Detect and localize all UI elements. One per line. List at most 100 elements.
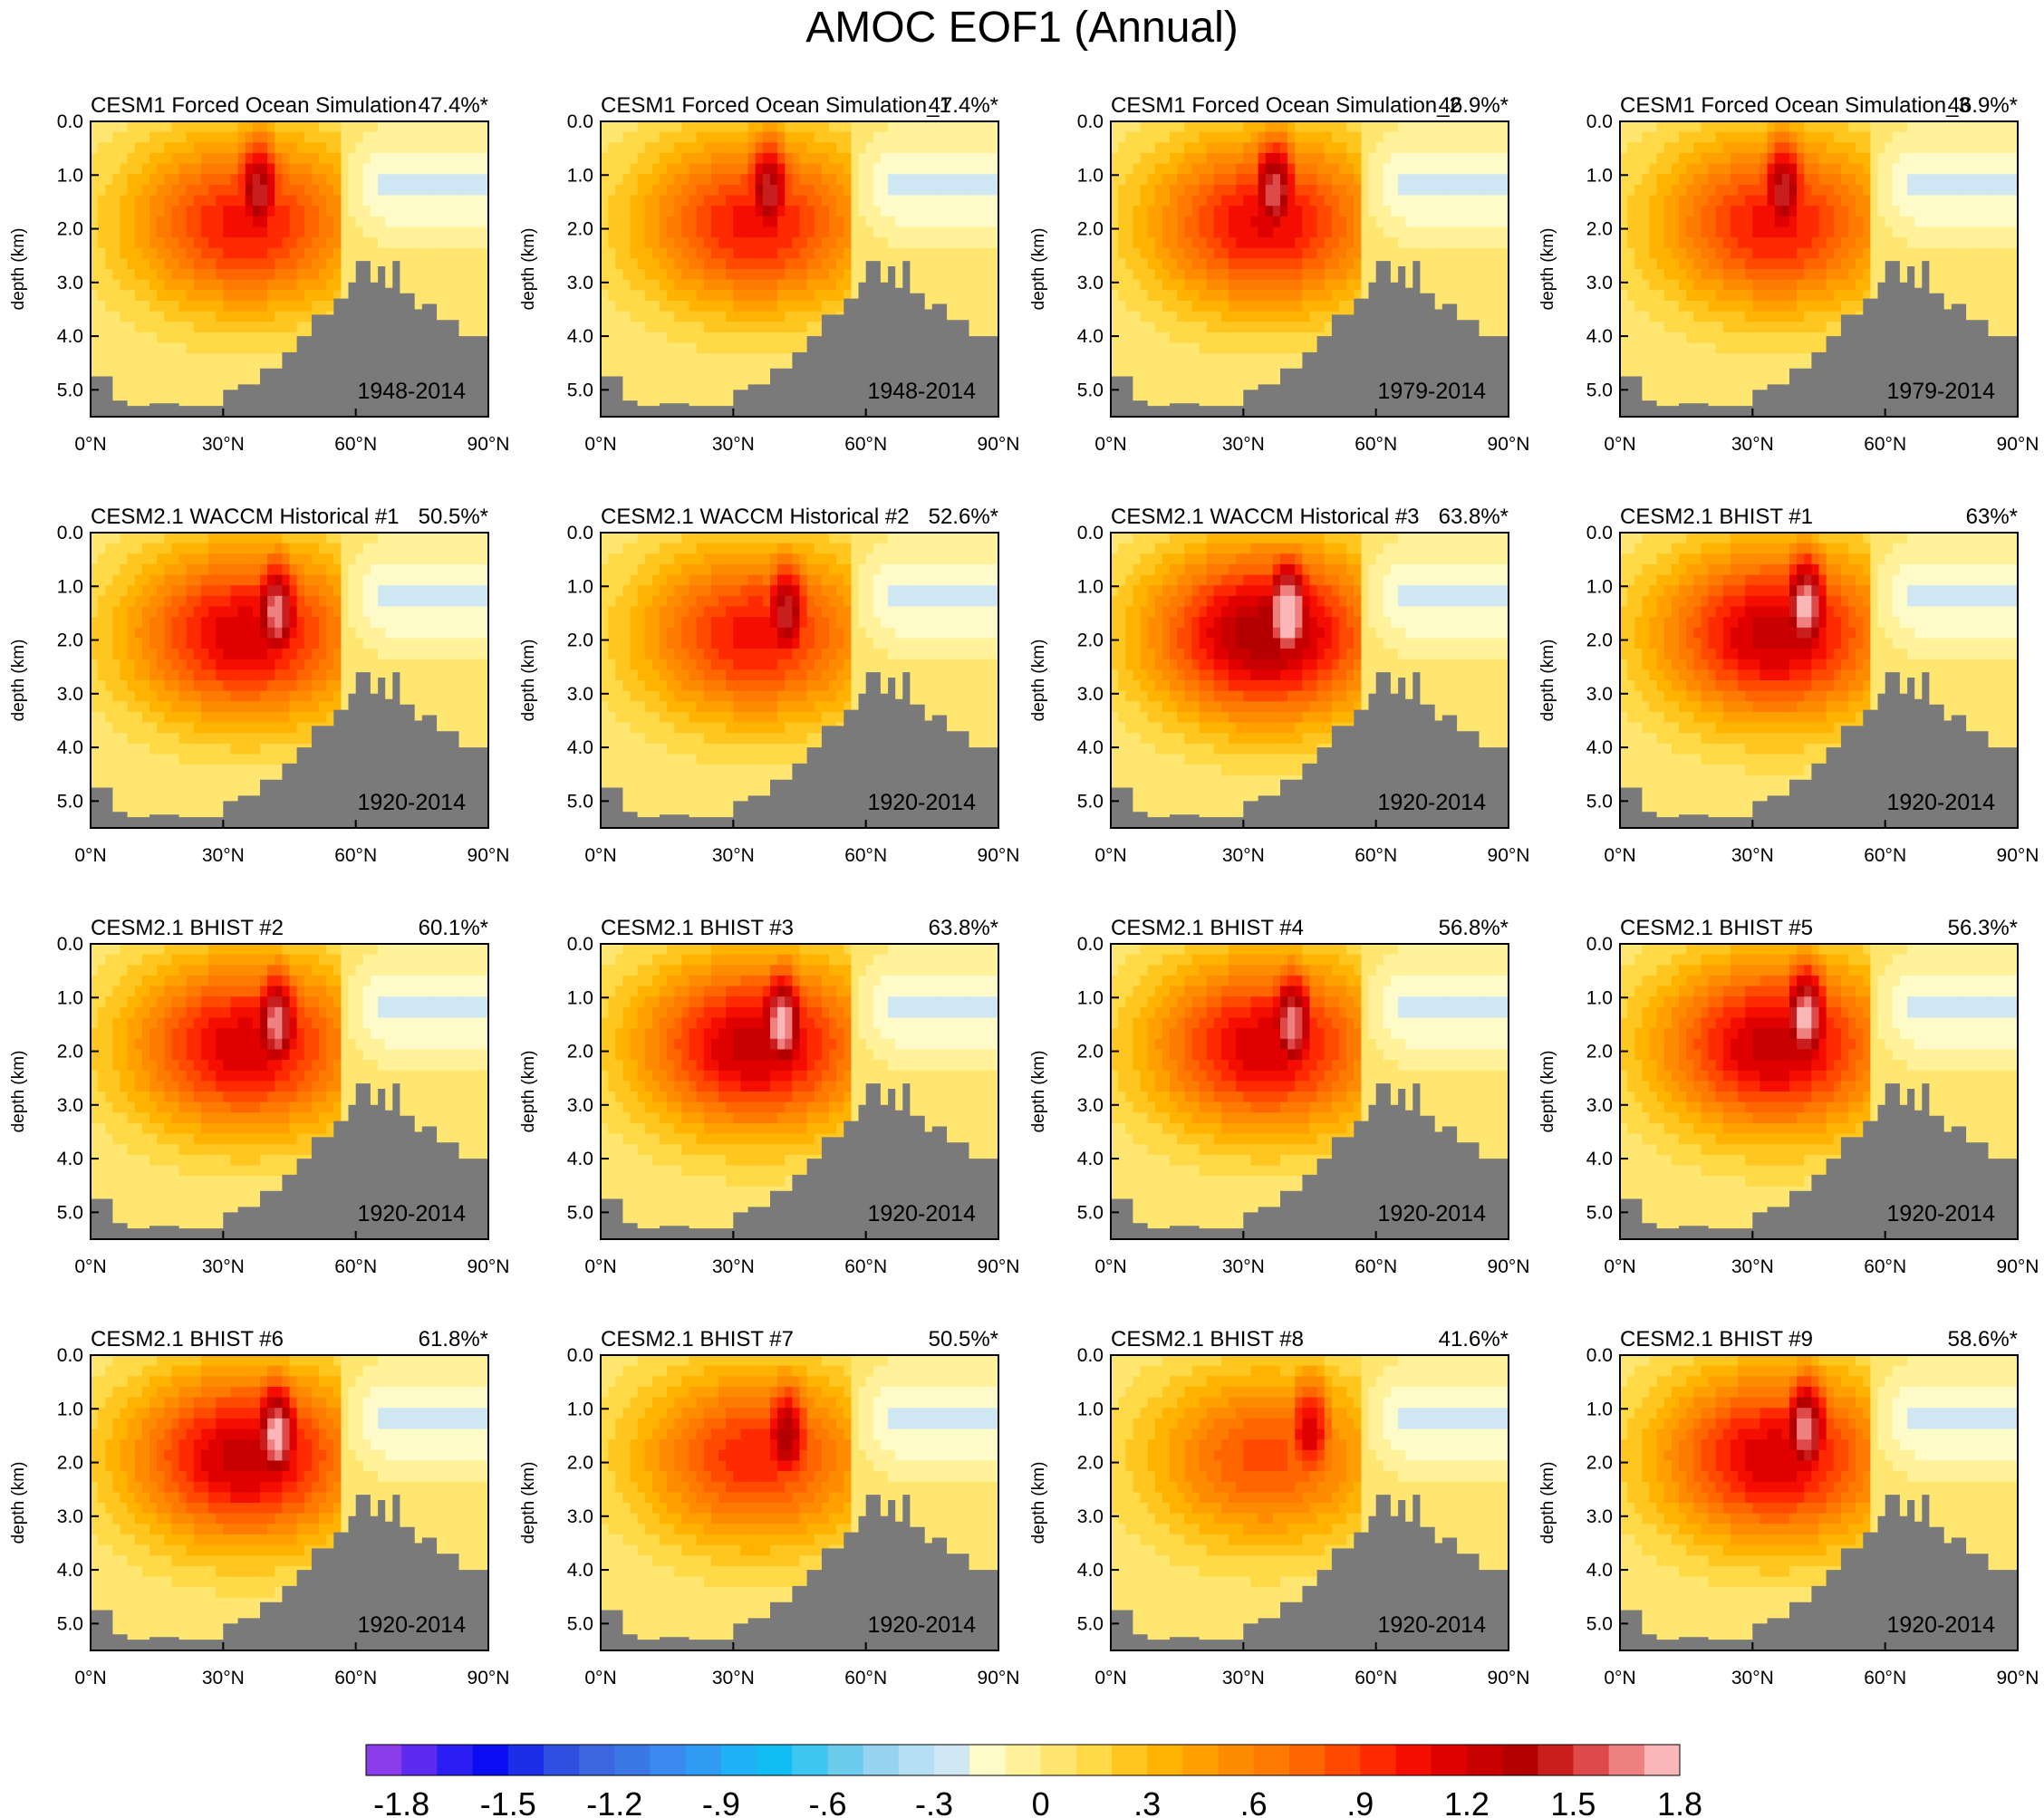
- field-cell: [1738, 174, 1746, 186]
- field-cell: [990, 142, 998, 154]
- field-cell: [98, 152, 106, 165]
- field-cell: [1302, 121, 1311, 133]
- field-cell: [473, 300, 482, 313]
- field-cell: [1848, 142, 1856, 154]
- field-cell: [888, 258, 896, 270]
- field-cell: [844, 195, 853, 207]
- field-cell: [407, 237, 416, 249]
- field-cell: [164, 184, 173, 197]
- field-cell: [105, 121, 113, 133]
- field-cell: [931, 237, 940, 249]
- field-cell: [873, 131, 882, 143]
- field-cell: [1331, 142, 1340, 154]
- field-cell: [1449, 152, 1458, 165]
- field-cell: [98, 353, 106, 365]
- field-cell: [1250, 206, 1259, 217]
- field-cell: [601, 195, 609, 207]
- field-cell: [348, 131, 357, 143]
- field-cell: [924, 237, 933, 249]
- field-cell: [747, 237, 757, 249]
- field-cell: [902, 163, 911, 175]
- field-cell: [674, 269, 683, 281]
- field-cell: [275, 353, 283, 365]
- field-cell: [681, 195, 690, 207]
- field-cell: [630, 332, 639, 344]
- field-cell: [1184, 237, 1193, 249]
- field-cell: [421, 121, 430, 133]
- field-cell: [1427, 163, 1436, 175]
- field-cell: [1346, 131, 1355, 143]
- field-cell: [1125, 184, 1133, 197]
- field-cell: [1243, 163, 1252, 175]
- field-cell: [1316, 311, 1326, 322]
- field-cell: [1154, 374, 1163, 386]
- field-cell: [458, 258, 468, 270]
- field-cell: [245, 174, 254, 186]
- field-cell: [1634, 184, 1643, 197]
- field-cell: [1287, 258, 1296, 270]
- field-cell: [777, 216, 786, 228]
- field-cell: [1966, 121, 1974, 133]
- field-cell: [660, 353, 668, 365]
- field-cell: [1405, 216, 1413, 228]
- field-cell: [880, 163, 889, 175]
- field-cell: [954, 195, 962, 207]
- field-cell: [112, 322, 121, 333]
- field-cell: [171, 216, 180, 228]
- field-cell: [990, 258, 998, 270]
- field-cell: [1479, 258, 1488, 270]
- field-cell: [1287, 322, 1296, 333]
- field-cell: [888, 226, 896, 238]
- field-cell: [105, 353, 113, 365]
- field-cell: [1818, 152, 1827, 165]
- field-cell: [1111, 311, 1119, 322]
- field-cell: [1856, 174, 1864, 186]
- field-cell: [157, 374, 165, 386]
- field-cell: [1324, 184, 1333, 197]
- field-cell: [237, 363, 246, 376]
- field-cell: [939, 131, 948, 143]
- field-cell: [149, 142, 158, 154]
- field-cell: [689, 385, 698, 397]
- field-cell: [1354, 195, 1363, 207]
- field-cell: [1420, 142, 1429, 154]
- field-cell: [851, 152, 860, 165]
- field-cell: [630, 342, 639, 354]
- field-cell: [924, 174, 933, 186]
- field-cell: [1988, 142, 1997, 154]
- field-cell: [319, 237, 327, 249]
- field-cell: [622, 385, 632, 397]
- field-cell: [667, 269, 675, 281]
- field-cell: [799, 300, 808, 313]
- field-cell: [895, 142, 903, 154]
- field-cell: [230, 121, 239, 133]
- plot-frame: [1110, 120, 1509, 418]
- field-cell: [1951, 174, 1960, 186]
- field-cell: [799, 290, 808, 302]
- field-cell: [1339, 152, 1347, 165]
- field-cell: [237, 174, 246, 186]
- field-cell: [954, 300, 962, 313]
- field-cell: [601, 237, 609, 249]
- field-cell: [120, 121, 129, 133]
- field-cell: [622, 206, 632, 217]
- field-cell: [902, 121, 911, 133]
- field-cell: [1943, 142, 1952, 154]
- field-cell: [289, 247, 298, 259]
- field-cell: [91, 216, 99, 228]
- field-cell: [961, 300, 970, 313]
- field-cell: [1892, 142, 1901, 154]
- field-cell: [1420, 206, 1429, 217]
- field-cell: [289, 332, 298, 344]
- field-cell: [304, 216, 313, 228]
- field-cell: [120, 374, 129, 386]
- field-cell: [171, 184, 180, 197]
- field-cell: [1493, 237, 1502, 249]
- figure-title: AMOC EOF1 (Annual): [805, 4, 1238, 52]
- field-cell: [1936, 121, 1945, 133]
- field-cell: [311, 163, 320, 175]
- field-cell: [1236, 300, 1244, 313]
- field-cell: [1760, 142, 1769, 154]
- field-cell: [615, 311, 623, 322]
- field-cell: [1162, 353, 1171, 365]
